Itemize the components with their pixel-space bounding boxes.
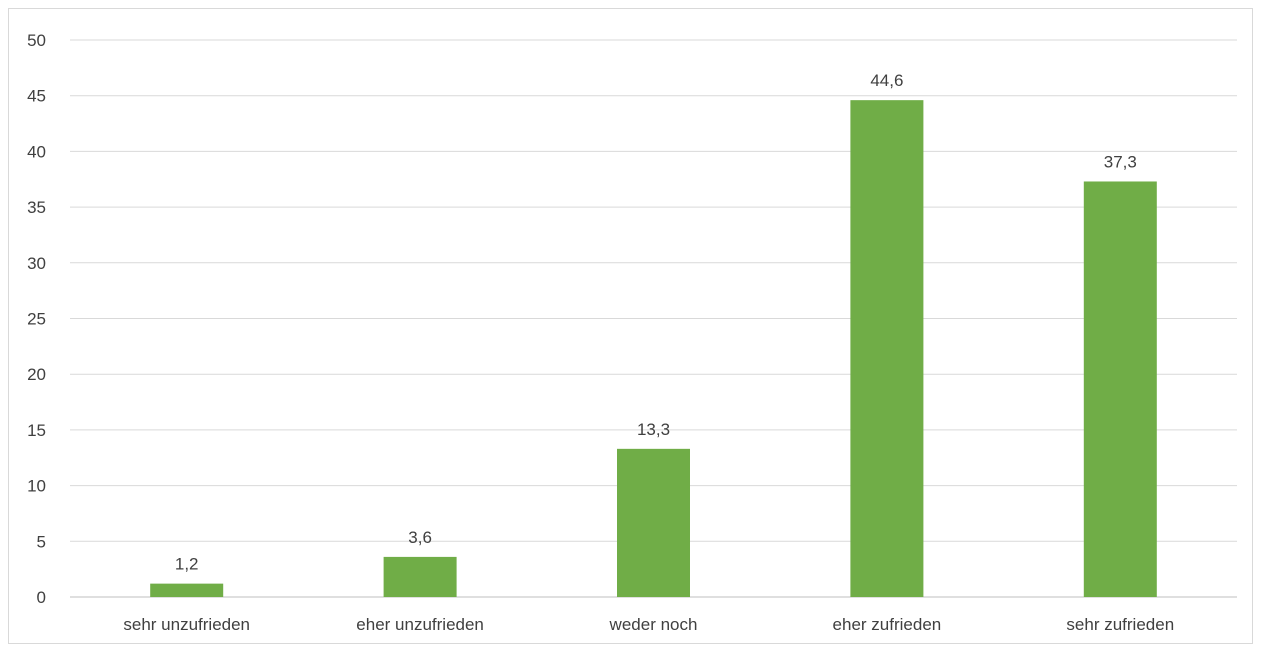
y-tick-label-0: 0 bbox=[37, 588, 46, 607]
y-tick-label-50: 50 bbox=[27, 31, 46, 50]
x-tick-label-0: sehr unzufrieden bbox=[123, 615, 250, 634]
y-tick-label-40: 40 bbox=[27, 142, 46, 161]
x-tick-label-3: eher zufrieden bbox=[833, 615, 942, 634]
y-tick-label-25: 25 bbox=[27, 310, 46, 329]
data-label-4: 37,3 bbox=[1104, 152, 1137, 171]
data-label-2: 13,3 bbox=[637, 420, 670, 439]
data-label-0: 1,2 bbox=[175, 555, 199, 574]
bar-2 bbox=[617, 448, 690, 597]
data-label-1: 3,6 bbox=[408, 528, 432, 547]
y-tick-label-35: 35 bbox=[27, 198, 46, 217]
x-tick-label-4: sehr zufrieden bbox=[1066, 615, 1174, 634]
y-tick-label-20: 20 bbox=[27, 365, 46, 384]
bar-4 bbox=[1083, 181, 1157, 597]
bar-3 bbox=[850, 100, 924, 597]
data-label-3: 44,6 bbox=[870, 71, 903, 90]
bar-0 bbox=[150, 583, 224, 597]
bar-1 bbox=[383, 556, 457, 597]
y-tick-label-30: 30 bbox=[27, 254, 46, 273]
x-tick-label-1: eher unzufrieden bbox=[356, 615, 484, 634]
y-tick-label-45: 45 bbox=[27, 87, 46, 106]
y-tick-label-10: 10 bbox=[27, 477, 46, 496]
x-tick-label-2: weder noch bbox=[609, 615, 698, 634]
y-tick-label-15: 15 bbox=[27, 421, 46, 440]
y-tick-label-5: 5 bbox=[37, 532, 46, 551]
